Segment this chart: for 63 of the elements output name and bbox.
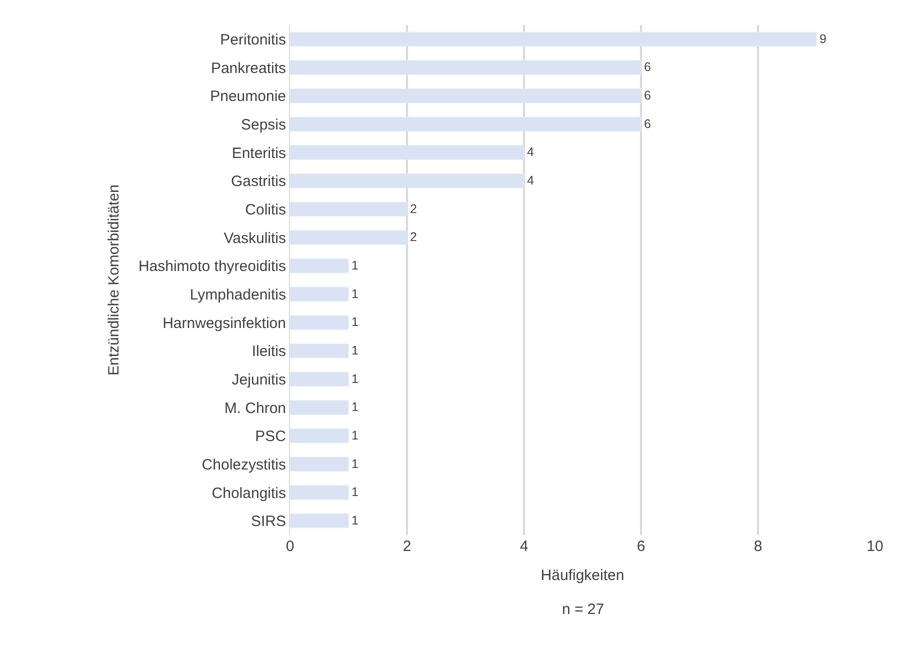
- text: n = 27: [562, 601, 604, 618]
- data-label: 1: [352, 315, 358, 330]
- y-tick-label: Vaskulitis: [224, 230, 286, 247]
- y-tick-label: Colitis: [245, 201, 286, 218]
- data-label: 1: [352, 485, 358, 500]
- y-tick-label: Ileitis: [252, 343, 286, 360]
- bar: [290, 174, 524, 188]
- bar: [290, 428, 349, 444]
- data-label: 1: [352, 514, 358, 528]
- y-tick-label: Hashimoto thyreoiditis: [138, 258, 286, 276]
- data-label: 1: [352, 258, 358, 273]
- bar: [290, 286, 349, 302]
- data-label: 1: [352, 372, 358, 386]
- y-tick-label: Peritonitis: [220, 31, 286, 48]
- bar: [290, 514, 349, 528]
- bar: [290, 372, 349, 386]
- data-label: 6: [644, 116, 651, 131]
- y-tick-label: Jejunitis: [232, 371, 286, 388]
- bar: [290, 202, 408, 216]
- data-label: 1: [352, 344, 358, 358]
- data-label: 2: [410, 230, 417, 244]
- x-tick-label: 0: [286, 538, 294, 555]
- y-tick-label: Pneumonie: [210, 88, 286, 106]
- y-tick-label: Harnwegsinfektion: [162, 314, 286, 332]
- data-label: 9: [820, 32, 826, 46]
- x-tick-label: 8: [754, 538, 762, 555]
- y-tick-label: Pankreatits: [210, 60, 286, 77]
- bar: [290, 230, 408, 245]
- bar: [290, 60, 642, 75]
- data-label: 1: [352, 400, 358, 414]
- bar: [290, 485, 349, 500]
- y-tick-label: Enteritis: [232, 144, 286, 162]
- bar: [290, 315, 349, 330]
- bar: [290, 258, 349, 274]
- data-label: 6: [644, 60, 651, 74]
- bar: [290, 88, 642, 104]
- x-tick-label: 4: [520, 538, 528, 555]
- y-tick-label: Cholangitis: [212, 484, 286, 502]
- bar: [290, 145, 524, 160]
- bar: [290, 456, 349, 472]
- x-tick-label: 2: [402, 538, 412, 555]
- data-label: 1: [352, 286, 358, 301]
- bar: [290, 32, 817, 46]
- y-tick-label: Lymphadenitis: [190, 286, 286, 304]
- bar: [290, 344, 349, 358]
- data-label: 4: [527, 145, 534, 160]
- y-tick-label: SIRS: [250, 513, 286, 530]
- y-tick-label: Cholezystitis: [202, 456, 286, 474]
- data-label: 6: [644, 88, 651, 103]
- y-axis-title: Entzündliche Komorbiditäten: [106, 184, 123, 376]
- y-tick-label: PSC: [255, 428, 286, 446]
- bar: [290, 400, 349, 415]
- bar: [290, 116, 642, 132]
- data-label: 1: [352, 456, 358, 471]
- y-tick-label: Sepsis: [240, 116, 286, 134]
- data-label: 1: [352, 428, 358, 443]
- y-tick-label: M. Chron: [224, 400, 286, 417]
- x-tick-label: 10: [866, 538, 884, 555]
- data-label: 4: [527, 174, 534, 188]
- x-axis-title: Häufigkeiten: [540, 567, 624, 584]
- y-tick-label: Gastritis: [230, 173, 286, 190]
- x-tick-label: 6: [636, 538, 646, 555]
- data-label: 2: [410, 202, 417, 216]
